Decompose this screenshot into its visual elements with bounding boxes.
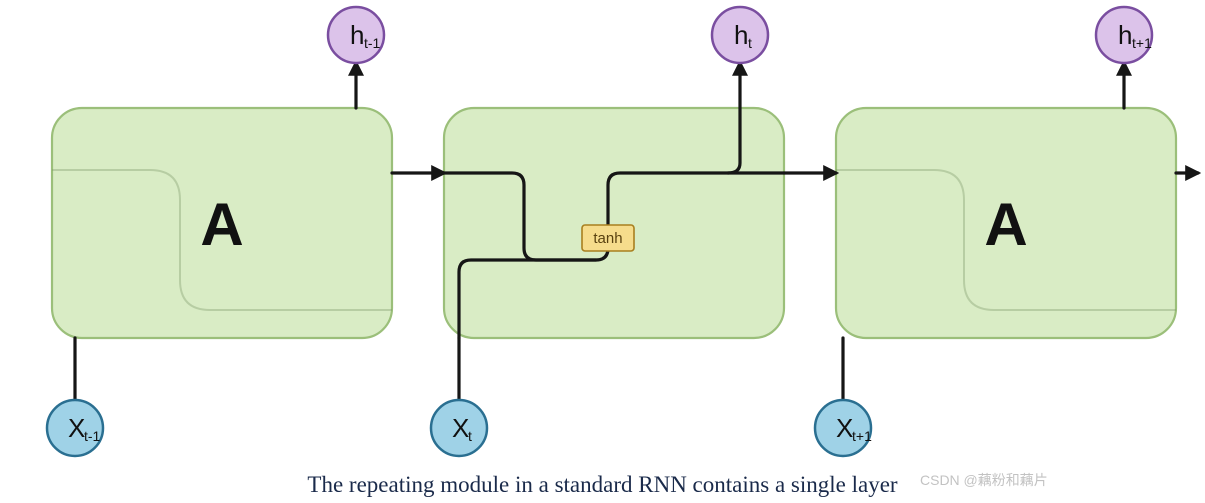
rnn-cell-1 — [444, 108, 784, 338]
tanh-label: tanh — [593, 230, 622, 247]
h-node-label-2: h — [1118, 20, 1132, 50]
x-node-label-1: X — [452, 413, 469, 443]
x-node-sub-1: t — [468, 428, 472, 444]
h-node-sub-1: t — [748, 35, 752, 51]
cell-label-A-0: A — [200, 191, 243, 258]
x-node-label-2: X — [836, 413, 853, 443]
cell-label-A-2: A — [984, 191, 1027, 258]
watermark-text: CSDN @藕粉和藕片 — [920, 470, 1048, 490]
h-node-label-0: h — [350, 20, 364, 50]
rnn-diagram-stage: tanhAAht-1htht+1Xt-1XtXt+1 The repeating… — [0, 0, 1205, 503]
x-node-label-0: X — [68, 413, 85, 443]
diagram-svg: tanhAAht-1htht+1Xt-1XtXt+1 — [0, 0, 1205, 503]
h-node-sub-2: t+1 — [1132, 35, 1152, 51]
h-node-label-1: h — [734, 20, 748, 50]
x-node-sub-0: t-1 — [84, 428, 101, 444]
h-node-sub-0: t-1 — [364, 35, 381, 51]
x-node-sub-2: t+1 — [852, 428, 872, 444]
